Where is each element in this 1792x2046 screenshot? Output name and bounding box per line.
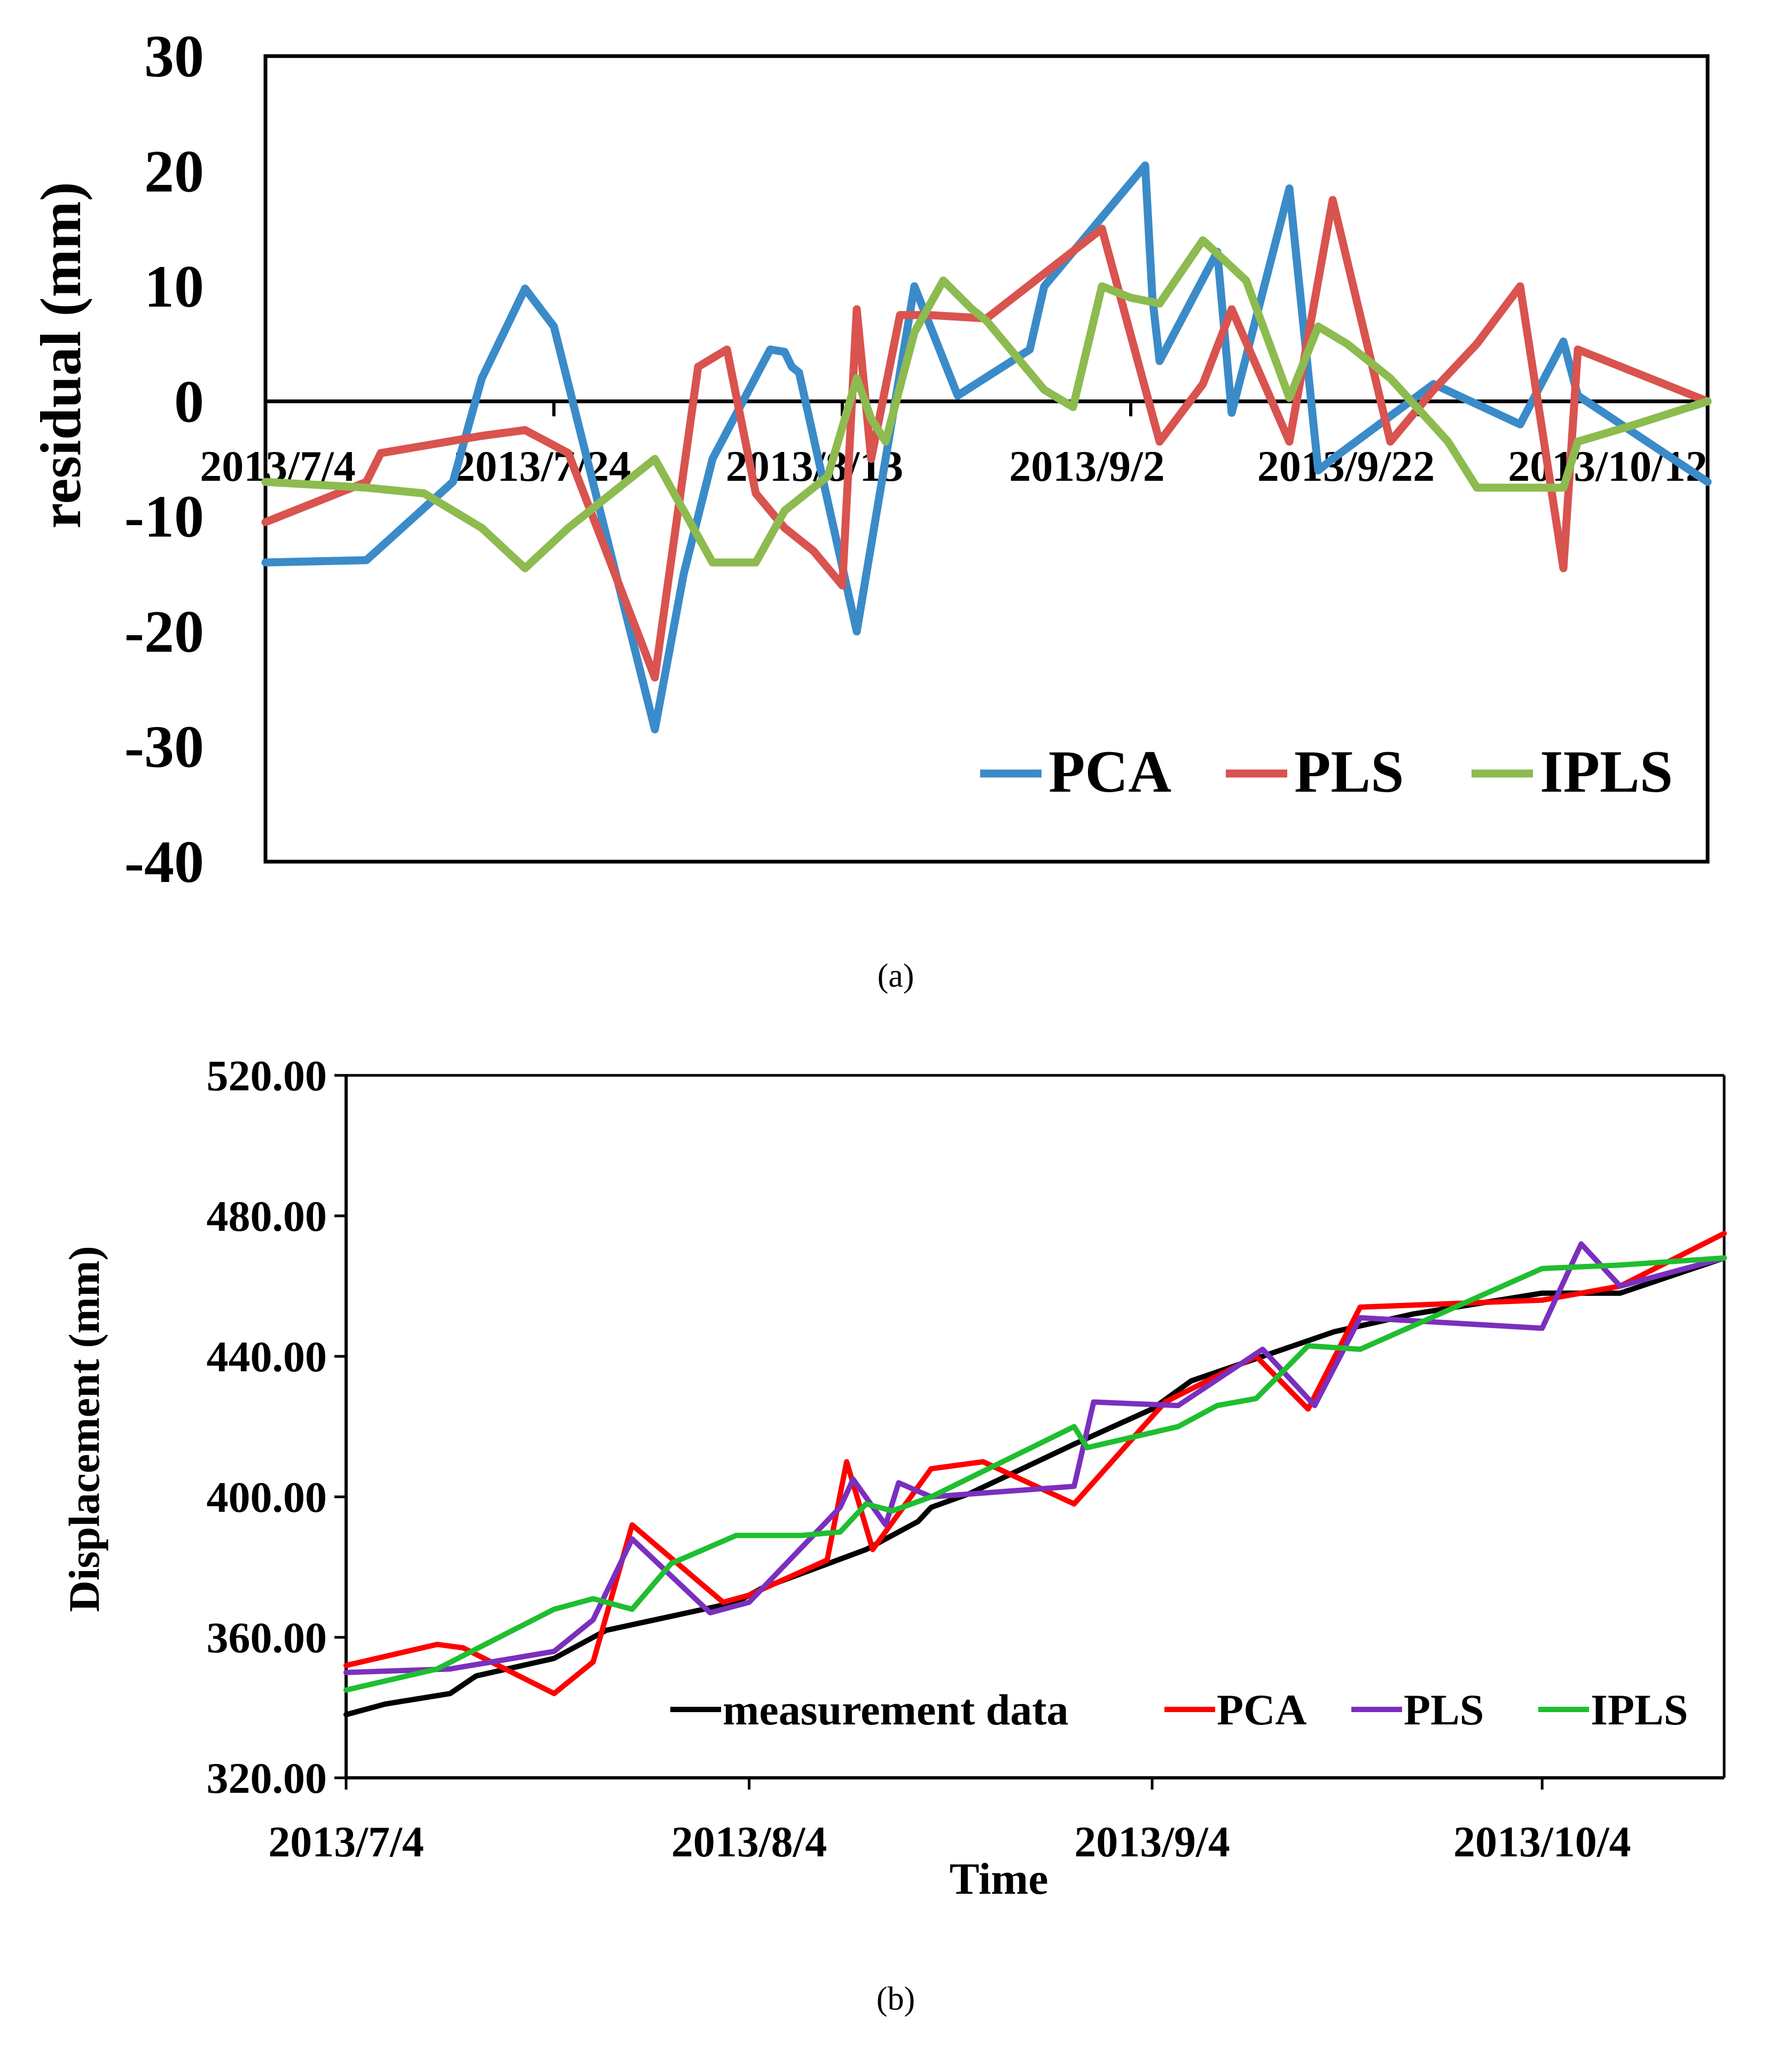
legend-label: PCA (1048, 739, 1171, 805)
y-tick-label: 360.00 (207, 1613, 327, 1662)
legend-label: PLS (1294, 739, 1404, 805)
y-tick-label: 30 (144, 24, 204, 90)
x-tick-labels: 2013/7/4 2013/8/4 2013/9/4 2013/10/4 (268, 1817, 1631, 1866)
y-tick-label: 480.00 (207, 1192, 327, 1240)
series-pls-line (343, 1241, 1727, 1675)
series-ipls-line (343, 1255, 1727, 1693)
y-tick-label: 440.00 (207, 1332, 327, 1381)
displacement-chart: 320.00 360.00 400.00 440.00 480.00 520.00 201… (60, 1051, 1727, 1904)
y-axis-label: residual (mm) (29, 182, 93, 529)
x-tick-label: 2013/10/4 (1453, 1817, 1631, 1866)
series-measurement-line (343, 1255, 1727, 1717)
x-tick-label: 2013/7/24 (453, 442, 631, 490)
y-tick-label: 520.00 (207, 1051, 327, 1100)
series-pls-line (261, 196, 1712, 682)
y-tick-labels: 320.00 360.00 400.00 440.00 480.00 520.00 (207, 1051, 327, 1802)
y-tick-label: 10 (144, 254, 204, 320)
series-lines (343, 1230, 1727, 1717)
legend-label: PCA (1217, 1685, 1307, 1734)
legend: measurement data PCA PLS IPLS (670, 1685, 1688, 1734)
x-axis-label: Time (949, 1854, 1048, 1904)
y-tick-label: 320.00 (207, 1754, 327, 1802)
plot-frame (263, 54, 1710, 864)
x-tick-label: 2013/7/4 (268, 1817, 424, 1866)
tick-marks (334, 1074, 1544, 1790)
y-tick-label: 20 (144, 138, 204, 205)
series-lines (261, 161, 1712, 733)
x-tick-label: 2013/9/2 (1009, 442, 1165, 490)
x-tick-label: 2013/8/4 (671, 1817, 827, 1866)
legend-label: measurement data (723, 1685, 1069, 1734)
legend-label: IPLS (1591, 1685, 1688, 1734)
series-pca-line (343, 1230, 1727, 1697)
series-ipls-line (261, 236, 1712, 573)
legend: PCA PLS IPLS (980, 739, 1673, 805)
x-tick-marks (552, 401, 1421, 417)
y-tick-label: -10 (124, 484, 204, 550)
legend-label: IPLS (1540, 739, 1673, 805)
series-pca-line (261, 161, 1712, 733)
y-tick-label: -30 (124, 714, 204, 780)
x-tick-label: 2013/9/4 (1074, 1817, 1230, 1866)
y-tick-label: -20 (124, 599, 204, 665)
y-axis-label: Displacement (mm) (60, 1246, 108, 1612)
y-tick-label: 400.00 (207, 1473, 327, 1521)
y-tick-label: -40 (124, 829, 204, 895)
y-tick-labels: 30 20 10 0 -10 -20 -30 -40 (124, 24, 204, 895)
y-tick-label: 0 (174, 369, 204, 435)
legend-label: PLS (1404, 1685, 1484, 1734)
caption-b: (b) (877, 1981, 915, 2017)
caption-a: (a) (878, 958, 914, 994)
